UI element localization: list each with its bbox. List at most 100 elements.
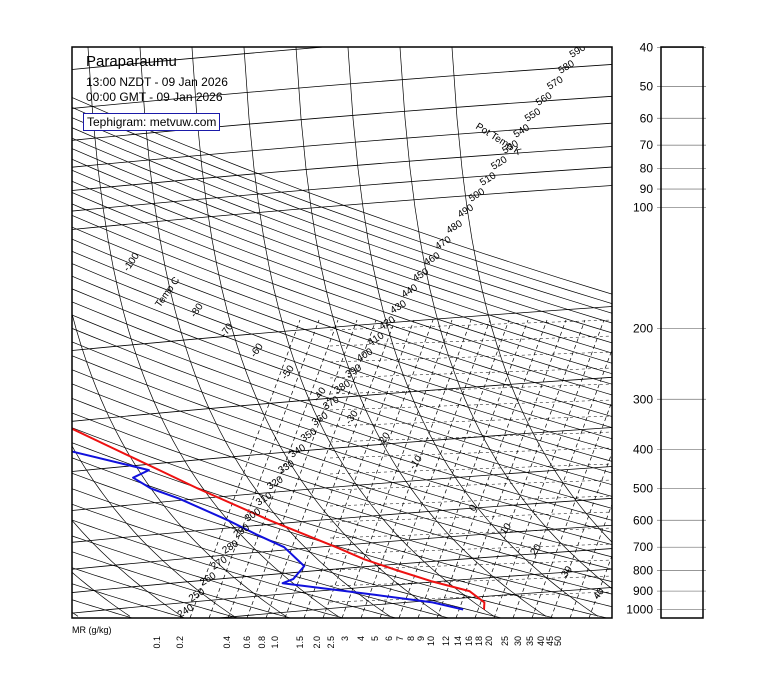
dry-adiabat-line [72, 599, 133, 618]
mixing-ratio-tick-label: 50 [553, 636, 563, 646]
mixing-ratio-tick-label: 10 [426, 636, 436, 646]
isotherm-tick-label: -10 [407, 453, 425, 472]
pot-temp-tick-label: 360 [310, 410, 330, 428]
saturated-adiabat-line [329, 383, 612, 395]
dry-adiabat-line [72, 457, 607, 618]
pot-temp-tick-label: 430 [389, 298, 409, 316]
mixing-ratio-tick-label: 14 [453, 636, 463, 646]
dry-adiabat-line [72, 226, 612, 417]
credit-link[interactable]: Tephigram: metvuw.com [83, 113, 221, 131]
isotherm-tick-label: -50 [279, 363, 297, 382]
isobar-line [72, 376, 612, 422]
dry-adiabat-line [72, 314, 612, 497]
pressure-tick-label: 600 [633, 513, 653, 527]
saturated-adiabat-line [329, 479, 612, 491]
dry-adiabat-line [72, 148, 612, 344]
pressure-tick-label: 800 [633, 564, 653, 578]
pot-temp-tick-label: 420 [377, 314, 397, 332]
mixing-ratio-axis-label: MR (g/kg) [72, 625, 112, 635]
saturated-adiabat-line [329, 591, 612, 603]
pot-temp-tick-label: 410 [366, 330, 386, 348]
pressure-tick-label: 700 [633, 540, 653, 554]
pot-temp-tick-label: 310 [254, 490, 274, 508]
pot-temp-tick-label: 400 [355, 346, 375, 364]
isobar-line [213, 587, 612, 618]
pot-temp-tick-label: 390 [344, 362, 364, 380]
mixing-ratio-tick-label: 8 [406, 636, 416, 641]
saturated-adiabat-line [329, 511, 612, 523]
dry-adiabat-line [72, 215, 612, 406]
pressure-tick-label: 500 [633, 481, 653, 495]
pressure-tick-label: 400 [633, 443, 653, 457]
dry-adiabat-line [72, 169, 612, 364]
dry-adiabat-line [72, 355, 612, 533]
mixing-ratio-tick-label: 1.0 [270, 636, 280, 649]
mixing-ratio-line [208, 319, 320, 618]
pressure-tick-label: 300 [633, 392, 653, 406]
mixing-ratio-line [227, 319, 339, 618]
isobar-line [72, 524, 612, 570]
isotherm-line [72, 571, 131, 617]
isotherm-tick-label: -30 [343, 408, 361, 427]
isobar-line [72, 64, 612, 109]
mixing-ratio-tick-label: 9 [416, 636, 426, 641]
pot-temp-tick-label: 540 [512, 122, 532, 140]
pot-temp-tick-label: 520 [489, 154, 509, 172]
isobar-line [72, 166, 612, 212]
isotherm-line [72, 611, 79, 617]
saturated-adiabat-line [329, 559, 612, 571]
mixing-ratio-tick-label: 20 [484, 636, 494, 646]
isobar-line [72, 306, 612, 351]
dry-adiabat-line [72, 275, 612, 462]
dry-adiabat-line [72, 412, 612, 583]
mixing-ratio-line [379, 319, 491, 618]
isotherm-line [191, 47, 443, 617]
pot-temp-tick-label: 340 [288, 442, 308, 460]
mixing-ratio-line [303, 319, 415, 618]
saturated-adiabat-line [329, 463, 612, 475]
pot-temp-tick-label: 470 [433, 234, 453, 252]
mixing-ratio-line [569, 503, 612, 618]
dry-adiabat-line [72, 180, 612, 375]
pot-temp-tick-label: 590 [568, 42, 588, 60]
dry-adiabat-line [72, 442, 612, 608]
isotherm-line [0, 48, 26, 617]
subtitle-local-time: 13:00 NZDT - 09 Jan 2026 [86, 75, 228, 89]
mixing-ratio-tick-label: 18 [474, 636, 484, 646]
dry-adiabat-line [72, 567, 238, 618]
mixing-ratio-tick-label: 30 [513, 636, 523, 646]
mixing-ratio-line [341, 319, 453, 618]
isobar-line [72, 122, 612, 168]
mixing-ratio-tick-label: 12 [441, 636, 451, 646]
pressure-tick-label: 70 [640, 138, 654, 152]
mixing-ratio-line [493, 319, 605, 618]
saturated-adiabat-line [329, 351, 612, 363]
isotherm-tick-label: -100 [121, 251, 142, 274]
pot-temp-tick-label: 570 [545, 74, 565, 92]
mixing-ratio-tick-label: 4 [356, 636, 366, 641]
pressure-tick-label: 100 [633, 200, 653, 214]
pressure-tick-label: 1000 [626, 603, 653, 617]
dry-adiabat-line [72, 263, 612, 451]
mixing-ratio-line [550, 451, 612, 618]
saturated-adiabat-line [329, 399, 612, 411]
pot-temp-tick-label: 560 [534, 90, 554, 108]
pot-temp-axis-label: Pot Temp K [473, 121, 523, 158]
dry-adiabat-line [72, 327, 612, 509]
pot-temp-tick-label: 290 [232, 522, 252, 540]
mixing-ratio-line [265, 319, 377, 618]
isotherm-tick-label: -20 [375, 430, 393, 449]
pot-temp-tick-label: 440 [400, 282, 420, 300]
pressure-tick-label: 90 [640, 182, 654, 196]
dry-adiabat-line [72, 192, 612, 385]
mixing-ratio-line [417, 319, 529, 618]
isotherm-tick-label: 0 [467, 502, 479, 513]
dry-adiabat-line [72, 397, 612, 570]
isobar-line [72, 95, 612, 141]
saturated-adiabat-line [329, 431, 612, 443]
mixing-ratio-line [531, 400, 612, 618]
subtitle-gmt-time: 00:00 GMT - 09 Jan 2026 [86, 90, 223, 104]
dry-adiabat-line [72, 301, 612, 486]
dry-adiabat-line [72, 288, 612, 474]
saturated-adiabat-line [329, 527, 612, 539]
